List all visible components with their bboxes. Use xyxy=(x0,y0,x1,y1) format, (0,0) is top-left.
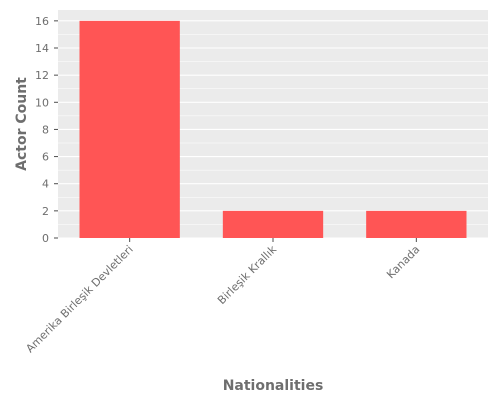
y-tick-label: 12 xyxy=(35,69,49,82)
y-axis-ticks: 0 2 4 6 8 10 12 14 16 xyxy=(35,15,58,245)
bar xyxy=(222,210,324,238)
x-tick-label: Kanada xyxy=(384,243,422,281)
y-tick-label: 2 xyxy=(42,205,49,218)
x-tick-label: Birleşik Krallık xyxy=(215,242,280,307)
x-tick-label: Amerika Birleşik Devletleri xyxy=(23,243,135,355)
y-tick-label: 4 xyxy=(42,178,49,191)
x-axis-title: Nationalities xyxy=(223,378,324,394)
bar xyxy=(366,210,467,238)
bars xyxy=(79,20,467,238)
y-tick-label: 10 xyxy=(35,96,49,109)
y-tick-label: 8 xyxy=(42,123,49,136)
y-tick-label: 0 xyxy=(42,232,49,245)
bar xyxy=(79,20,180,238)
y-tick-label: 14 xyxy=(35,42,49,55)
y-tick-label: 16 xyxy=(35,15,49,28)
y-axis-title: Actor Count xyxy=(14,77,30,171)
y-tick-label: 6 xyxy=(42,151,49,164)
x-axis-ticks: Amerika Birleşik Devletleri Birleşik Kral… xyxy=(23,238,422,355)
